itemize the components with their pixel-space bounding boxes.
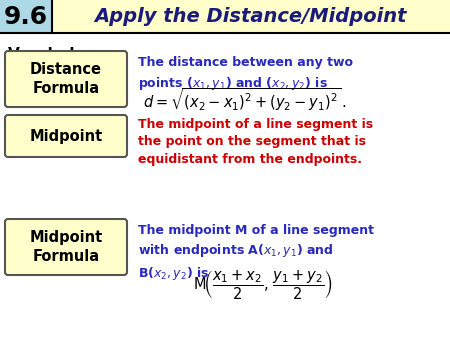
Text: $d = \sqrt{(x_2 - x_1)^2 + (y_2 - y_1)^2}\,.$: $d = \sqrt{(x_2 - x_1)^2 + (y_2 - y_1)^2…	[143, 87, 346, 113]
FancyBboxPatch shape	[5, 219, 127, 275]
Text: Distance
Formula: Distance Formula	[30, 62, 102, 96]
Text: Apply the Distance/Midpoint: Apply the Distance/Midpoint	[95, 7, 407, 26]
Text: $\mathrm{M}\!\left(\dfrac{x_1+x_2}{2},\,\dfrac{y_1+y_2}{2}\right)$: $\mathrm{M}\!\left(\dfrac{x_1+x_2}{2},\,…	[193, 268, 333, 301]
Text: The distance between any two
points ($x_1, y_1$) and ($x_2, y_2$) is: The distance between any two points ($x_…	[138, 56, 353, 92]
Text: The midpoint of a line segment is
the point on the segment that is
equidistant f: The midpoint of a line segment is the po…	[138, 118, 373, 166]
Text: Midpoint: Midpoint	[29, 128, 103, 144]
FancyBboxPatch shape	[5, 51, 127, 107]
Text: Midpoint
Formula: Midpoint Formula	[29, 230, 103, 264]
FancyBboxPatch shape	[5, 115, 127, 157]
Bar	[0, 0, 450, 33]
Text: 9.6: 9.6	[4, 4, 48, 28]
Text: The midpoint M of a line segment
with endpoints A($x_1, y_1$) and
B($x_2, y_2$) : The midpoint M of a line segment with en…	[138, 224, 374, 282]
Bar	[0, 0, 52, 33]
Text: Vocabulary: Vocabulary	[8, 47, 104, 62]
